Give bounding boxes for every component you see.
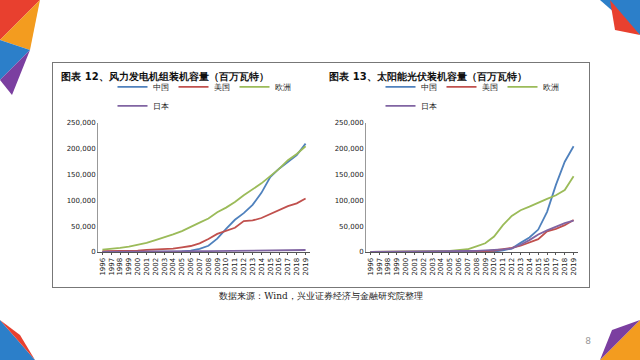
svg-text:50,000: 50,000 (71, 223, 96, 231)
svg-text:2000: 2000 (134, 258, 142, 276)
svg-text:250,000: 250,000 (67, 119, 96, 127)
svg-text:2012: 2012 (508, 258, 516, 276)
svg-text:1998: 1998 (116, 258, 124, 276)
svg-text:2005: 2005 (178, 258, 186, 276)
svg-text:2005: 2005 (446, 258, 454, 276)
svg-text:2016: 2016 (543, 257, 551, 275)
svg-text:2018: 2018 (293, 258, 301, 276)
svg-text:1997: 1997 (376, 258, 384, 276)
svg-text:2007: 2007 (196, 258, 204, 276)
svg-text:50,000: 50,000 (339, 223, 364, 231)
svg-text:2011: 2011 (231, 258, 239, 276)
svg-text:1997: 1997 (108, 258, 116, 276)
svg-text:2004: 2004 (437, 257, 445, 275)
svg-text:图表 12、风力发电机组装机容量（百万瓦特）: 图表 12、风力发电机组装机容量（百万瓦特） (61, 71, 268, 82)
svg-text:150,000: 150,000 (335, 171, 364, 179)
svg-text:2001: 2001 (411, 258, 419, 276)
svg-text:2003: 2003 (429, 258, 437, 276)
html-text:8: 8 (585, 336, 591, 346)
svg-text:2011: 2011 (499, 258, 507, 276)
svg-text:2015: 2015 (267, 258, 275, 276)
svg-text:2007: 2007 (464, 258, 472, 276)
svg-text:0: 0 (359, 248, 363, 256)
svg-text:2018: 2018 (561, 258, 569, 276)
svg-text:100,000: 100,000 (67, 197, 96, 205)
svg-text:2015: 2015 (535, 258, 543, 276)
svg-text:日本: 日本 (153, 102, 169, 111)
svg-text:2009: 2009 (482, 258, 490, 276)
svg-text:日本: 日本 (421, 102, 437, 111)
svg-text:2002: 2002 (152, 258, 160, 276)
svg-text:200,000: 200,000 (67, 145, 96, 153)
svg-text:2014: 2014 (526, 257, 534, 275)
svg-text:2019: 2019 (302, 258, 310, 276)
svg-text:美国: 美国 (482, 83, 498, 92)
svg-text:图表 13、太阳能光伏装机容量（百万瓦特）: 图表 13、太阳能光伏装机容量（百万瓦特） (329, 71, 526, 82)
svg-text:欧洲: 欧洲 (543, 83, 559, 92)
svg-text:2012: 2012 (240, 258, 248, 276)
svg-text:2014: 2014 (258, 257, 266, 275)
svg-text:美国: 美国 (214, 83, 230, 92)
svg-text:2006: 2006 (455, 257, 463, 275)
svg-text:2010: 2010 (490, 258, 498, 276)
svg-text:250,000: 250,000 (335, 119, 364, 127)
svg-text:2001: 2001 (143, 258, 151, 276)
svg-text:2003: 2003 (161, 258, 169, 276)
svg-text:150,000: 150,000 (67, 171, 96, 179)
svg-text:1998: 1998 (384, 258, 392, 276)
svg-text:2002: 2002 (420, 258, 428, 276)
svg-text:2000: 2000 (402, 258, 410, 276)
svg-text:2008: 2008 (473, 258, 481, 276)
svg-text:2004: 2004 (169, 257, 177, 275)
svg-text:中国: 中国 (421, 83, 437, 92)
svg-text:1999: 1999 (393, 258, 401, 276)
svg-text:0: 0 (91, 248, 95, 256)
svg-text:欧洲: 欧洲 (275, 83, 291, 92)
svg-text:100,000: 100,000 (335, 197, 364, 205)
svg-text:2006: 2006 (187, 257, 195, 275)
svg-text:2010: 2010 (222, 258, 230, 276)
svg-text:中国: 中国 (153, 83, 169, 92)
svg-text:2009: 2009 (214, 258, 222, 276)
html-text:数据来源：Wind，兴业证券经济与金融研究院整理: 数据来源：Wind，兴业证券经济与金融研究院整理 (219, 291, 423, 301)
svg-text:200,000: 200,000 (335, 145, 364, 153)
svg-text:2013: 2013 (517, 258, 525, 276)
svg-text:2017: 2017 (552, 258, 560, 276)
svg-text:1996: 1996 (367, 257, 375, 275)
svg-text:2013: 2013 (249, 258, 257, 276)
svg-text:2016: 2016 (275, 257, 283, 275)
svg-text:2017: 2017 (284, 258, 292, 276)
svg-text:1999: 1999 (125, 258, 133, 276)
svg-text:1996: 1996 (99, 257, 107, 275)
svg-text:2008: 2008 (205, 258, 213, 276)
svg-text:2019: 2019 (570, 258, 578, 276)
